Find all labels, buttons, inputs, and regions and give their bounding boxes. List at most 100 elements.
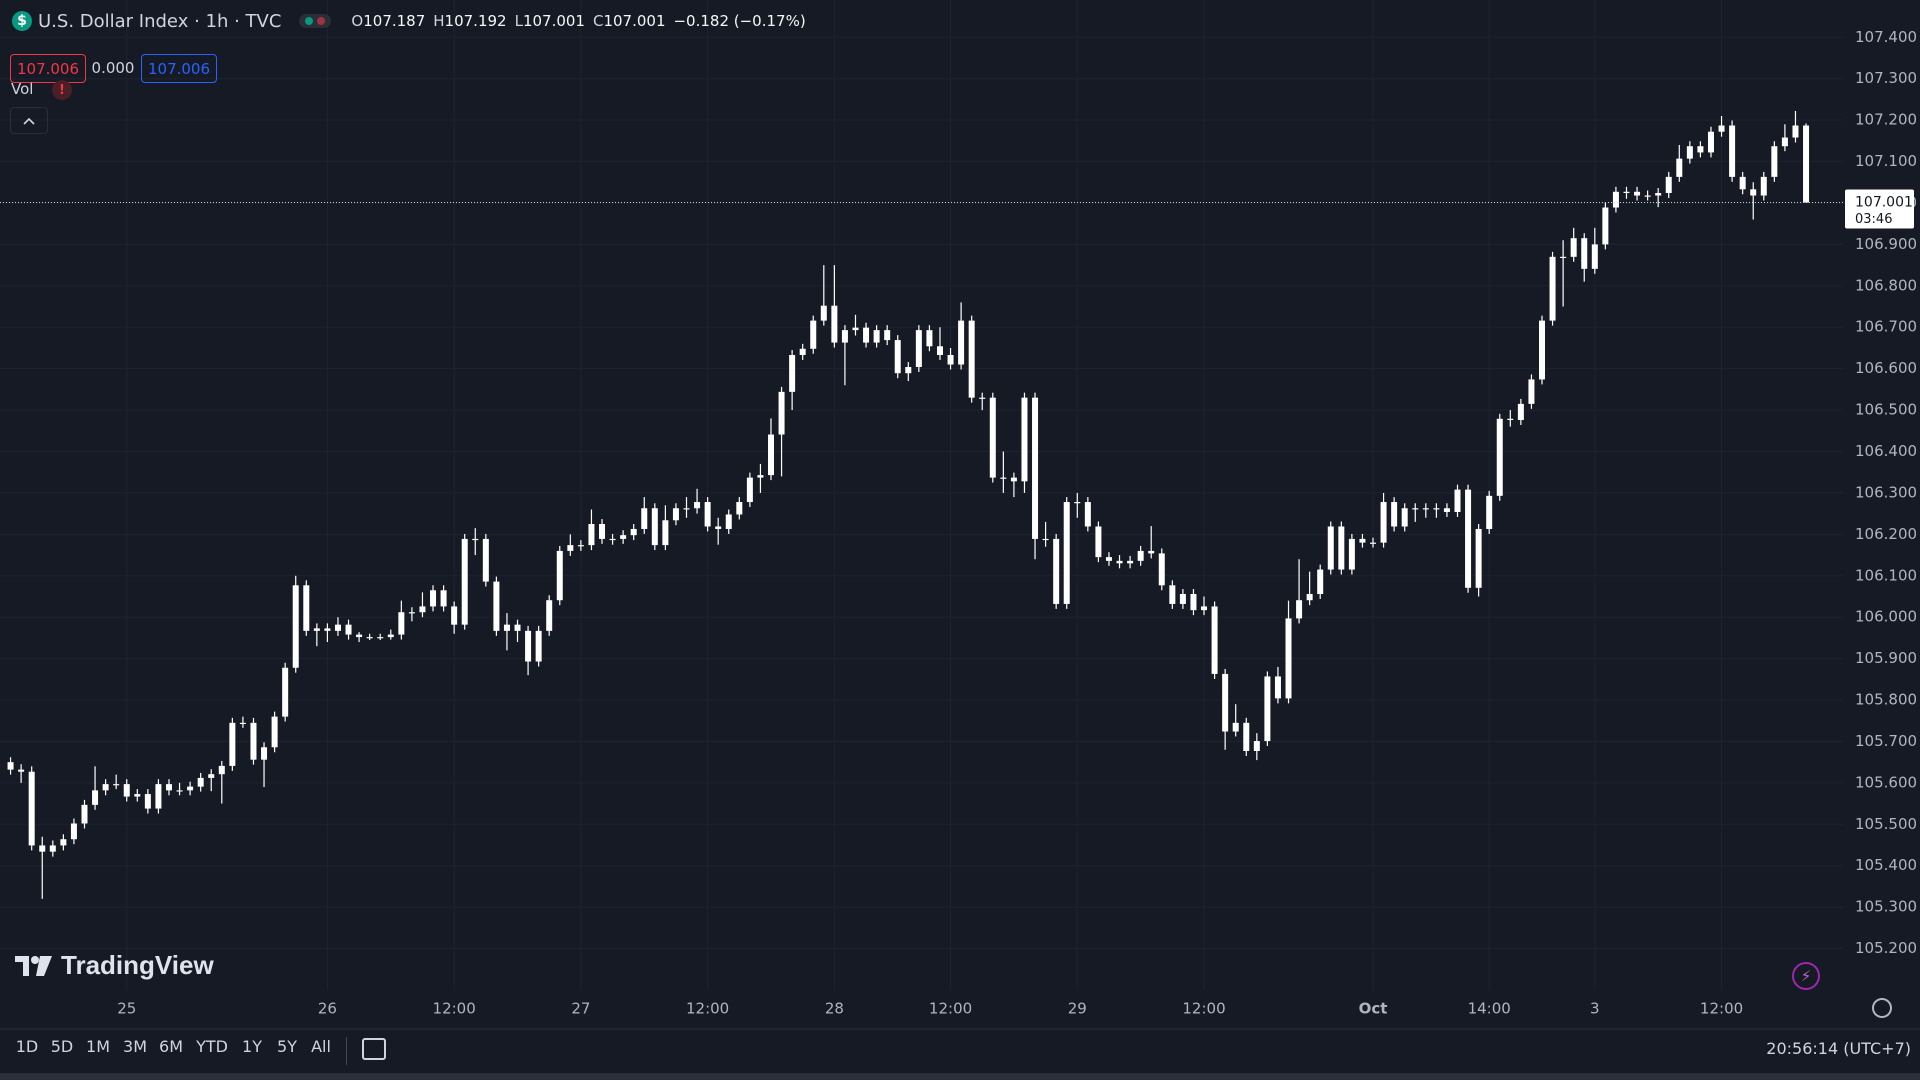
settings-icon[interactable]	[1872, 998, 1892, 1018]
logo-icon	[15, 955, 52, 976]
candle-body	[408, 612, 415, 614]
candle-body	[1549, 256, 1556, 321]
logo-text: TradingView	[61, 950, 214, 980]
candle-body	[1623, 191, 1630, 193]
candle-body	[1581, 238, 1588, 269]
candle-body	[1538, 320, 1545, 380]
range-button[interactable]: 1D	[15, 1037, 39, 1056]
y-tick-label: 106.400	[1855, 442, 1917, 460]
y-tick-label: 106.900	[1855, 235, 1917, 253]
last-price-box	[1845, 189, 1914, 229]
candle-body	[1137, 550, 1144, 561]
candle-body	[841, 330, 848, 343]
y-tick-label: 105.300	[1855, 898, 1917, 916]
status-dot	[305, 17, 314, 25]
candle-body	[1348, 538, 1355, 570]
candle-body	[1486, 495, 1493, 529]
candle-body	[1296, 600, 1303, 619]
vol-warning[interactable]: !	[52, 80, 72, 100]
candle-body	[292, 585, 299, 668]
candle-body	[1517, 403, 1524, 421]
candle-body	[1771, 146, 1778, 177]
range-button[interactable]: All	[311, 1037, 331, 1056]
candle-body	[789, 354, 796, 392]
candle-body	[1211, 606, 1218, 674]
candle-body	[1105, 557, 1112, 561]
ohlc-value: 107.001	[603, 12, 666, 30]
candle-body	[620, 535, 627, 539]
range-button[interactable]: 5Y	[277, 1037, 297, 1056]
bottom-strip	[0, 1073, 1920, 1080]
y-tick-label: 106.700	[1855, 318, 1917, 336]
candle-body	[1465, 489, 1472, 588]
collapse-button[interactable]	[10, 107, 48, 134]
candle-body	[377, 637, 384, 639]
x-tick-label: Oct	[1359, 1000, 1388, 1018]
candle-body	[535, 630, 542, 662]
candle-body	[123, 784, 130, 797]
candle-body	[28, 771, 35, 846]
clock: 20:56:14 (UTC+7)	[1766, 1039, 1911, 1058]
candle-body	[894, 340, 901, 374]
candle-body	[936, 346, 943, 355]
range-button[interactable]: 3M	[123, 1037, 147, 1056]
symbol-title: U.S. Dollar Index · 1h · TVC	[38, 10, 282, 32]
candle-body	[493, 581, 500, 631]
candle-body	[630, 528, 637, 536]
candle-body	[1507, 418, 1514, 421]
candle-body	[239, 722, 246, 725]
candle-body	[102, 784, 109, 791]
range-button[interactable]: 1M	[86, 1037, 110, 1056]
range-button[interactable]: 5D	[50, 1037, 74, 1056]
candle-body	[1591, 244, 1598, 269]
candle-body	[419, 606, 426, 613]
buy-button[interactable]: 107.006	[141, 54, 217, 83]
y-tick-label: 105.700	[1855, 732, 1917, 750]
candle-body	[81, 804, 88, 824]
candle-body	[1074, 502, 1081, 504]
range-button[interactable]: 6M	[159, 1037, 183, 1056]
y-tick-label: 105.400	[1855, 856, 1917, 874]
candle-body	[1063, 502, 1070, 604]
y-tick-label: 106.000	[1855, 608, 1917, 626]
candle-body	[1327, 526, 1334, 570]
candle-body	[989, 397, 996, 478]
y-tick-label: 107.100	[1855, 152, 1917, 170]
candle-body	[1760, 176, 1767, 196]
candle-body	[461, 538, 468, 625]
candle-body	[1676, 158, 1683, 177]
legend-header: $ U.S. Dollar Index · 1h · TVC O107.187 …	[12, 8, 806, 34]
candle-body	[736, 502, 743, 515]
alert-icon[interactable]: ⚡	[1792, 962, 1820, 990]
candle-body	[1032, 397, 1039, 539]
candle-body	[155, 784, 162, 809]
candle-body	[1528, 379, 1535, 404]
ohlc-label: L	[514, 12, 523, 30]
candle-body	[915, 330, 922, 368]
candle-body	[672, 508, 679, 521]
x-tick-label: 29	[1068, 1000, 1087, 1018]
candle-body	[1644, 195, 1651, 197]
market-status[interactable]	[299, 14, 332, 28]
candle-body	[577, 545, 584, 547]
range-button[interactable]: YTD	[196, 1037, 228, 1056]
candle-body	[873, 330, 880, 343]
candle-body	[218, 765, 225, 775]
range-button[interactable]: 1Y	[242, 1037, 262, 1056]
candle-body	[1655, 193, 1662, 196]
candle-body	[430, 590, 437, 607]
candle-body	[725, 514, 732, 529]
candle-body	[715, 526, 722, 529]
candle-body	[482, 538, 489, 582]
candle-body	[1391, 502, 1398, 527]
candle-body	[1021, 397, 1028, 482]
candle-body	[70, 823, 77, 840]
candle-body	[905, 367, 912, 374]
sell-button[interactable]: 107.006	[10, 54, 86, 83]
ohlc-values: O107.187 H107.192 L107.001 C107.001 −0.1…	[351, 12, 805, 30]
candle-body	[1718, 125, 1725, 132]
ohlc-low: L107.001	[515, 12, 585, 30]
date-range-icon[interactable]	[362, 1038, 386, 1060]
